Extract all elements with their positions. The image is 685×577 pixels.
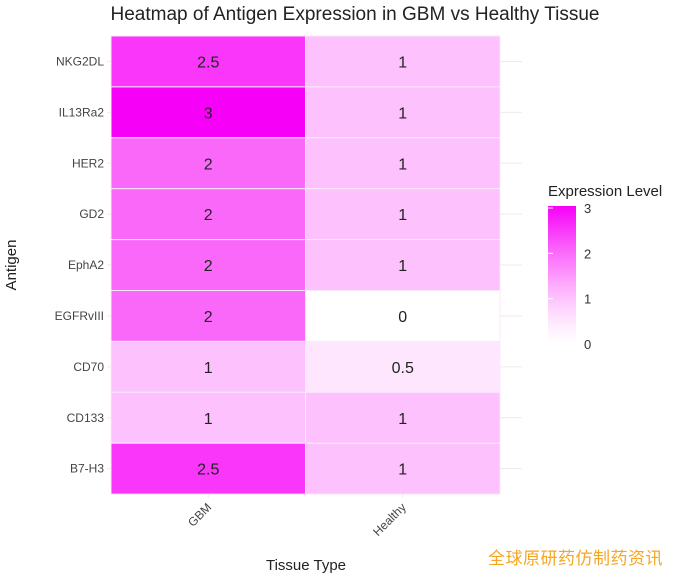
legend-tick-label: 3 — [584, 201, 591, 216]
heatmap-tile — [110, 340, 306, 393]
y-tick-label: CD70 — [73, 360, 104, 374]
tile-value-label: 1 — [398, 258, 407, 275]
legend: Expression Level 3 2 1 0 — [548, 183, 662, 352]
heatmap-tile — [110, 442, 306, 495]
heatmap-tile — [305, 137, 501, 190]
tile-value-label: 1 — [398, 156, 407, 173]
watermark: 全球原研药仿制药资讯 — [488, 549, 663, 569]
tile-value-label: 1 — [204, 360, 213, 377]
y-tick-label: EGFRvIII — [55, 309, 104, 323]
heatmap-tile — [110, 391, 306, 444]
y-tick-label: NKG2DL — [56, 54, 104, 68]
y-tick-label: B7-H3 — [70, 462, 104, 476]
tile-value-label: 3 — [204, 105, 213, 122]
tile-value-label: 0 — [398, 309, 407, 326]
heatmap-tile — [305, 290, 501, 342]
legend-tick-label: 2 — [584, 246, 591, 261]
y-tick-label: GD2 — [79, 207, 104, 221]
tile-value-label: 1 — [204, 411, 213, 428]
legend-colorbar — [548, 206, 576, 344]
heatmap-tile — [305, 391, 501, 444]
y-tick-label: CD133 — [67, 411, 105, 425]
tile-value-label: 2 — [204, 309, 213, 326]
heatmap-tile — [110, 188, 306, 241]
y-tick-label: EphA2 — [68, 258, 104, 272]
tile-value-label: 2 — [204, 207, 213, 224]
heatmap-tile — [110, 35, 306, 88]
heatmap-tile — [110, 290, 306, 342]
tile-value-label: 2 — [204, 258, 213, 275]
legend-tick-label: 1 — [584, 292, 591, 307]
legend-tick-label: 0 — [584, 337, 591, 352]
x-tick-label: Healthy — [370, 500, 409, 539]
tile-value-label: 2 — [204, 156, 213, 173]
heatmap-tile — [305, 188, 501, 241]
y-tick-label: IL13Ra2 — [59, 105, 105, 119]
tile-value-label: 0.5 — [392, 360, 414, 377]
y-tick-label: HER2 — [72, 156, 104, 170]
heatmap-tile — [305, 239, 501, 292]
heatmap-tile — [110, 137, 306, 190]
chart-title: Heatmap of Antigen Expression in GBM vs … — [111, 4, 600, 25]
tile-value-label: 1 — [398, 462, 407, 479]
tile-value-label: 1 — [398, 411, 407, 428]
heatmap-tile — [110, 86, 306, 139]
tile-value-label: 1 — [398, 54, 407, 71]
heatmap-tile — [305, 86, 501, 139]
heatmap-tile — [305, 35, 501, 88]
tile-value-label: 2.5 — [197, 462, 219, 479]
tile-value-label: 1 — [398, 105, 407, 122]
y-axis-label: Antigen — [3, 240, 20, 291]
x-axis-label: Tissue Type — [266, 557, 346, 574]
tile-value-label: 2.5 — [197, 54, 219, 71]
heatmap-tile — [110, 239, 306, 292]
heatmap-tile — [305, 340, 501, 393]
tile-value-label: 1 — [398, 207, 407, 224]
legend-title: Expression Level — [548, 183, 662, 200]
heatmap-tile — [305, 442, 501, 495]
x-tick-label: GBM — [185, 500, 214, 529]
